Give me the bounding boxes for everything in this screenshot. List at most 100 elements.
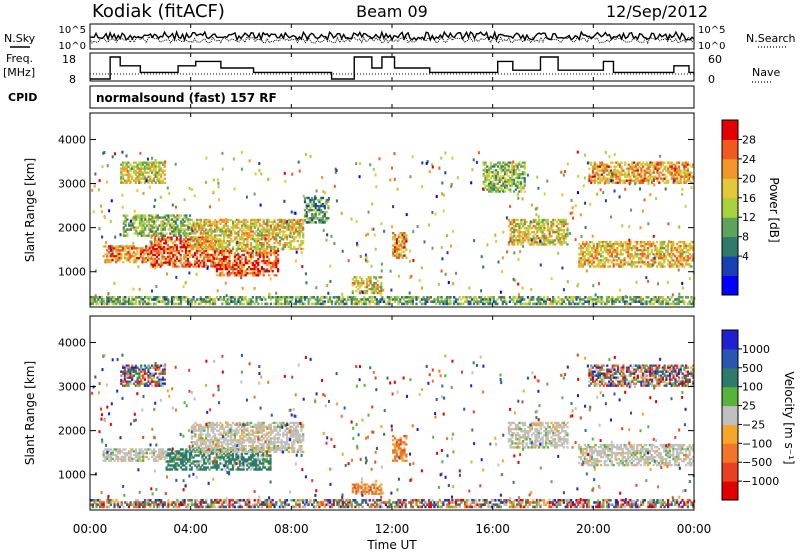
heatmap-cell (271, 232, 274, 235)
heatmap-cell (201, 224, 204, 227)
heatmap-cell (521, 197, 524, 201)
heatmap-cell (648, 240, 651, 244)
heatmap-cell (374, 247, 377, 251)
heatmap-cell (640, 297, 643, 301)
heatmap-cell (639, 249, 642, 252)
heatmap-cell (185, 228, 188, 231)
heatmap-cell (444, 272, 447, 276)
heatmap-cell (489, 163, 492, 166)
heatmap-cell (230, 251, 233, 255)
heatmap-cell (120, 173, 123, 176)
heatmap-cell (681, 161, 684, 164)
heatmap-cell (309, 200, 312, 204)
heatmap-cell (538, 229, 541, 232)
heatmap-cell (449, 302, 452, 306)
heatmap-cell (190, 244, 193, 247)
heatmap-cell (670, 259, 673, 262)
heatmap-cell (149, 228, 152, 231)
heatmap-cell (359, 162, 361, 166)
heatmap-cell (672, 265, 675, 268)
heatmap-cell (486, 171, 489, 174)
heatmap-cell (666, 263, 670, 266)
heatmap-cell (223, 259, 226, 263)
heatmap-cell (661, 265, 664, 268)
heatmap-cell (594, 257, 597, 260)
heatmap-cell (621, 259, 624, 262)
heatmap-cell (330, 302, 334, 306)
heatmap-cell (271, 266, 274, 269)
heatmap-cell (237, 243, 240, 247)
heatmap-cell (564, 220, 567, 224)
heatmap-cell (548, 233, 551, 236)
heatmap-cell (438, 302, 441, 306)
heatmap-cell (152, 177, 155, 180)
heatmap-cell (192, 224, 195, 227)
heatmap-cell (203, 251, 206, 255)
heatmap-cell (505, 171, 508, 174)
heatmap-cell (208, 220, 211, 223)
heatmap-cell (550, 302, 553, 306)
heatmap-cell (366, 298, 369, 301)
heatmap-cell (91, 296, 94, 299)
heatmap-cell (392, 254, 395, 257)
heatmap-cell (217, 251, 220, 255)
heatmap-cell (194, 246, 197, 249)
heatmap-cell (142, 302, 145, 306)
heatmap-cell (616, 263, 619, 266)
heatmap-cell (679, 296, 682, 299)
heatmap-cell (588, 173, 591, 176)
heatmap-cell (260, 245, 263, 249)
heatmap-cell (505, 178, 508, 182)
heatmap-cell (134, 161, 137, 164)
heatmap-cell (597, 177, 600, 180)
heatmap-cell (609, 255, 612, 258)
heatmap-cell (133, 226, 136, 229)
heatmap-cell (179, 257, 182, 260)
heatmap-cell (616, 253, 619, 256)
heatmap-cell (685, 244, 688, 248)
heatmap-cell (392, 248, 395, 251)
heatmap-cell (353, 280, 356, 283)
heatmap-cell (603, 247, 606, 250)
heatmap-cell (167, 220, 170, 223)
heatmap-cell (522, 244, 525, 248)
heatmap-cell (192, 220, 195, 223)
heatmap-cell (607, 251, 610, 254)
heatmap-cell (159, 259, 162, 262)
heatmap-cell (654, 247, 657, 250)
heatmap-cell (681, 175, 684, 178)
heatmap-cell (124, 300, 127, 303)
heatmap-cell (212, 242, 215, 245)
heatmap-cell (667, 181, 670, 184)
heatmap-cell (255, 274, 258, 277)
heatmap-cell (674, 255, 677, 258)
heatmap-cell (589, 202, 592, 206)
heatmap-cell (294, 298, 298, 301)
heatmap-cell (472, 302, 476, 306)
heatmap-cell (482, 175, 485, 178)
heatmap-cell (137, 234, 140, 237)
heatmap-cell (159, 263, 162, 266)
heatmap-cell (134, 179, 137, 182)
heatmap-cell (636, 171, 639, 174)
heatmap-cell (235, 247, 238, 251)
heatmap-cell (661, 257, 664, 260)
heatmap-cell (183, 238, 186, 241)
heatmap-cell (588, 167, 591, 170)
heatmap-cell (654, 165, 657, 168)
heatmap-cell (651, 171, 654, 174)
heatmap-cell (561, 237, 564, 240)
heatmap-cell (219, 274, 222, 277)
heatmap-cell (507, 163, 510, 166)
heatmap-cell (539, 300, 542, 303)
heatmap-cell (592, 265, 595, 268)
heatmap-cell (690, 265, 693, 268)
heatmap-cell (154, 242, 157, 245)
heatmap-cell (672, 259, 675, 262)
heatmap-cell (596, 251, 599, 254)
heatmap-cell (518, 182, 521, 185)
heatmap-cell (219, 268, 222, 271)
heatmap-cell (253, 192, 256, 196)
heatmap-cell (171, 222, 174, 225)
heatmap-cell (589, 253, 592, 256)
